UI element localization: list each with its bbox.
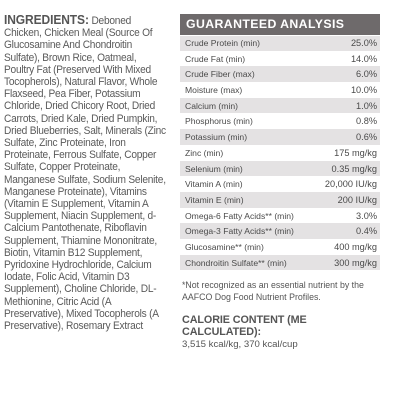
analysis-row-label: Vitamin A (min) [185, 179, 243, 190]
analysis-row-value: 200 IU/kg [337, 194, 377, 205]
analysis-row-label: Crude Fat (min) [185, 53, 246, 64]
analysis-row: Moisture (max) 10.0% [180, 83, 380, 99]
analysis-row-label: Glucosamine** (min) [185, 241, 264, 252]
analysis-row: Omega-3 Fatty Acids** (min) 0.4% [180, 224, 380, 240]
analysis-row-label: Crude Protein (min) [185, 38, 260, 48]
analysis-row: Zinc (min) 175 mg/kg [180, 145, 380, 162]
analysis-row-value: 10.0% [350, 85, 377, 96]
analysis-row-value: 14.0% [350, 53, 377, 64]
analysis-row: Glucosamine** (min) 400 mg/kg [180, 239, 380, 256]
analysis-row-value: 175 mg/kg [334, 147, 377, 158]
analysis-row-value: 1.0% [356, 100, 377, 111]
analysis-row-label: Zinc (min) [185, 147, 224, 158]
analysis-row: Vitamin A (min) 20,000 IU/kg [180, 177, 380, 193]
footnote: *Not recognized as an essential nutrient… [182, 280, 364, 302]
analysis-row: Potassium (min) 0.6% [180, 130, 380, 146]
analysis-row: Chondroitin Sulfate** (min) 300 mg/kg [180, 255, 380, 272]
analysis-row-label: Omega-3 Fatty Acids** (min) [185, 226, 294, 237]
analysis-row-label: Omega-6 Fatty Acids** (min) [185, 210, 294, 221]
analysis-row: Crude Fat (min) 14.0% [180, 51, 380, 68]
analysis-row: Phosphorus (min) 0.8% [180, 114, 380, 131]
analysis-table: Crude Protein (min) 25.0% Crude Fat (min) 1… [180, 36, 380, 272]
guaranteed-analysis-panel: GUARANTEED ANALYSIS Crude Protein (min) 2… [180, 14, 380, 350]
analysis-row-value: 3.0% [356, 210, 377, 221]
analysis-row: Calcium (min) 1.0% [180, 98, 380, 115]
analysis-row-label: Potassium (min) [185, 132, 248, 143]
analysis-row-value: 6.0% [356, 69, 377, 80]
calorie-content-value: 3,515 kcal/kg, 370 kcal/cup [182, 339, 298, 351]
analysis-row: Omega-6 Fatty Acids** (min) 3.0% [180, 208, 380, 225]
analysis-row-label: Selenium (min) [185, 163, 243, 174]
calorie-content-heading: CALORIE CONTENT (ME CALCULATED): [182, 314, 307, 339]
analysis-row-value: 25.0% [350, 38, 377, 48]
analysis-row: Selenium (min) 0.35 mg/kg [180, 161, 380, 178]
analysis-row-value: 400 mg/kg [334, 241, 377, 252]
analysis-row-value: 0.8% [356, 116, 377, 127]
guaranteed-analysis-heading: GUARANTEED ANALYSIS [180, 14, 380, 35]
analysis-row: Crude Fiber (max) 6.0% [180, 67, 380, 84]
analysis-row-value: 20,000 IU/kg [324, 179, 377, 190]
ingredients-block: INGREDIENTS: Deboned Chicken, Chicken Me… [4, 14, 167, 332]
analysis-row-label: Moisture (max) [185, 85, 243, 96]
analysis-row-label: Crude Fiber (max) [185, 69, 255, 80]
ingredients-heading: INGREDIENTS: [4, 13, 89, 27]
ingredients-text: Deboned Chicken, Chicken Meal (Source Of… [4, 15, 166, 333]
analysis-row-label: Calcium (min) [185, 100, 238, 111]
analysis-row-value: 0.6% [356, 132, 377, 143]
analysis-row: Vitamin E (min) 200 IU/kg [180, 192, 380, 209]
analysis-row: Crude Protein (min) 25.0% [180, 36, 380, 52]
analysis-row-label: Phosphorus (min) [185, 116, 253, 127]
analysis-row-label: Vitamin E (min) [185, 194, 244, 205]
analysis-row-value: 300 mg/kg [334, 257, 377, 268]
analysis-row-value: 0.35 mg/kg [331, 163, 377, 174]
analysis-row-label: Chondroitin Sulfate** (min) [185, 257, 287, 268]
analysis-row-value: 0.4% [356, 226, 377, 237]
